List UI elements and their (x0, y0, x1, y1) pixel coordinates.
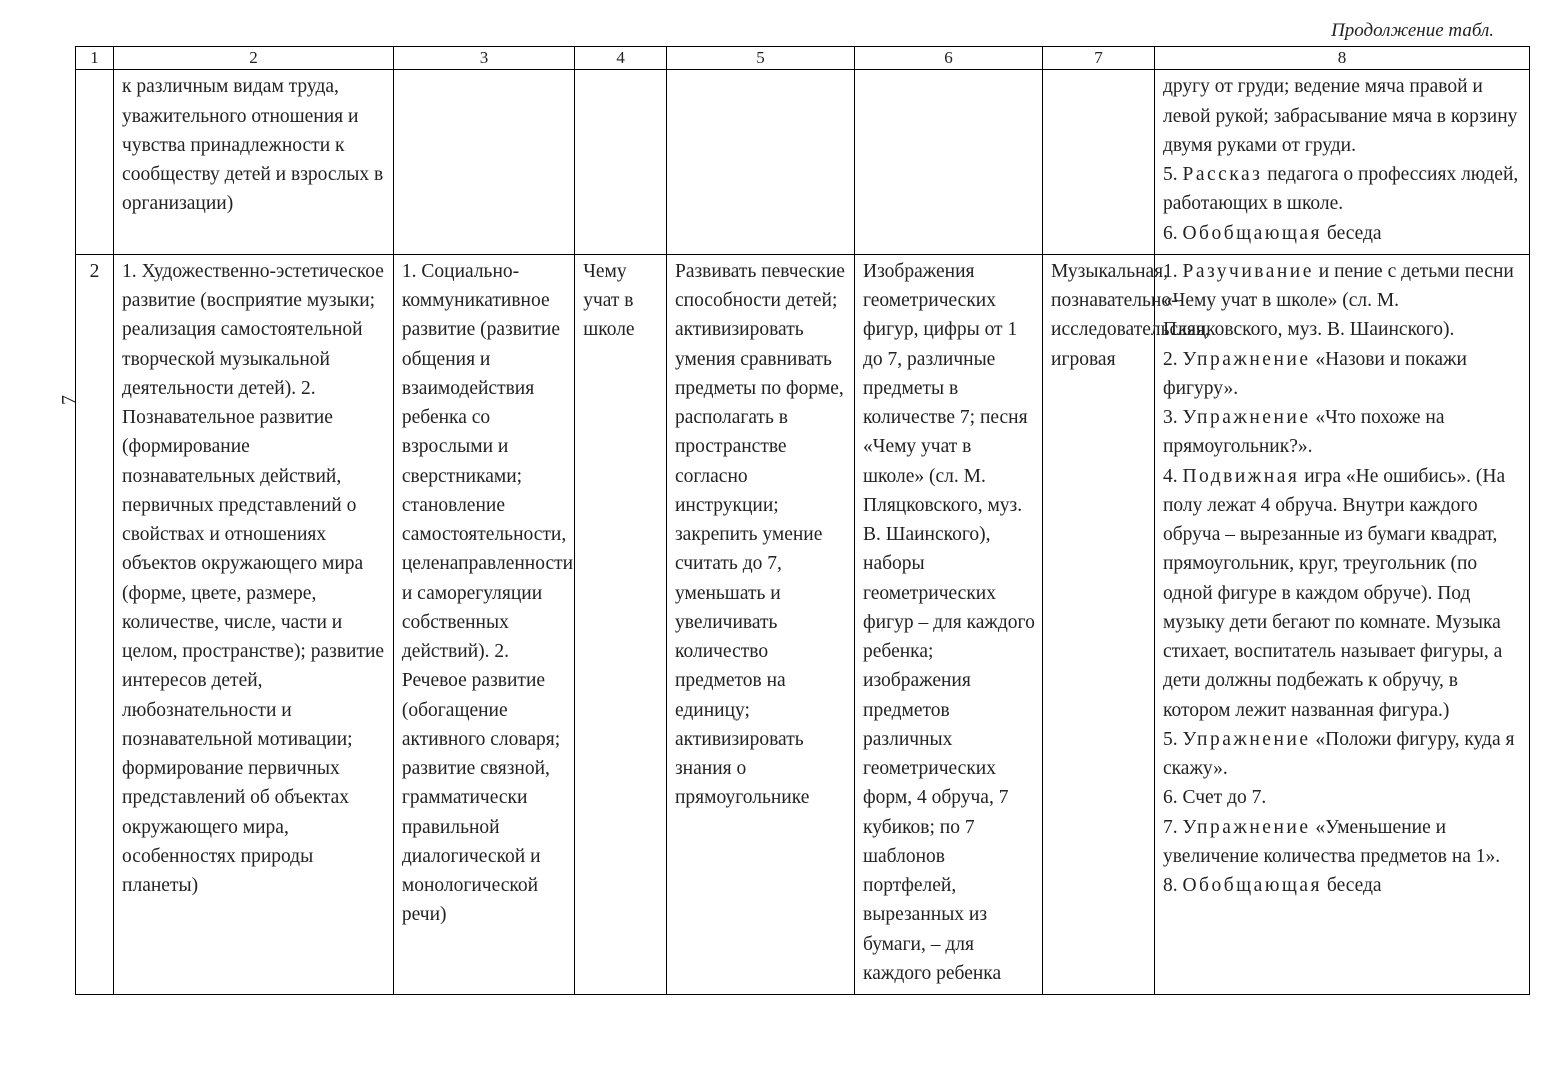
cell-num: 2 (76, 254, 114, 994)
text: игра «Не ошибись». (На полу лежат 4 обру… (1163, 466, 1505, 721)
cell: Изображения геометрических фигур, цифры … (855, 254, 1043, 994)
spaced-word: Обобщающая (1182, 875, 1322, 896)
cell: другу от груди; ведение мяча правой и ле… (1154, 70, 1529, 255)
text: 3. (1163, 407, 1183, 428)
continuation-label: Продолжение табл. (40, 20, 1534, 42)
spaced-word: Разучивание (1182, 261, 1313, 282)
col-header: 4 (575, 47, 667, 70)
col-header: 5 (666, 47, 854, 70)
col-header: 3 (393, 47, 574, 70)
spaced-word: Упражнение (1182, 817, 1310, 838)
cell (666, 70, 854, 255)
text: 5. (1163, 729, 1183, 750)
col-header: 7 (1043, 47, 1155, 70)
page-container: Продолжение табл. 7 1 2 3 4 5 6 7 8 к ра… (0, 0, 1564, 1080)
text: 2. (1163, 349, 1183, 370)
table-row: к различным видам труда, уважительного о… (76, 70, 1530, 255)
text: беседа (1322, 875, 1382, 896)
cell: к различным видам труда, уважительного о… (114, 70, 394, 255)
col-header: 8 (1154, 47, 1529, 70)
cell (855, 70, 1043, 255)
cell (1043, 70, 1155, 255)
col-header: 2 (114, 47, 394, 70)
text: другу от груди; ведение мяча правой и ле… (1163, 76, 1517, 156)
text: 4. (1163, 466, 1183, 487)
cell: Чему учат в школе (575, 254, 667, 994)
col-header: 1 (76, 47, 114, 70)
cell: Развивать певческие способности детей; а… (666, 254, 854, 994)
table-row: 2 1. Художественно-эстетическое развитие… (76, 254, 1530, 994)
col-header: 6 (855, 47, 1043, 70)
spaced-word: Упражнение (1182, 407, 1310, 428)
text: беседа (1322, 223, 1382, 244)
spaced-word: Упражнение (1182, 729, 1310, 750)
cell: 1. Художественно-эстетическое развитие (… (114, 254, 394, 994)
cell: Музыкальная, познавательно-исследователь… (1043, 254, 1155, 994)
cell: 1. Социально-коммуникативное развитие (р… (393, 254, 574, 994)
text: 1. (1163, 261, 1183, 282)
spaced-word: Рассказ (1182, 164, 1262, 185)
page-number: 7 (58, 395, 81, 405)
cell: 1. Разучивание и пение с детьми песни «Ч… (1154, 254, 1529, 994)
main-table: 1 2 3 4 5 6 7 8 к различным видам труда,… (75, 46, 1530, 995)
text: 6. (1163, 223, 1183, 244)
text: 8. (1163, 875, 1183, 896)
table-header: 1 2 3 4 5 6 7 8 (76, 47, 1530, 70)
text: 6. Счет до 7. (1163, 787, 1266, 808)
text: 5. (1163, 164, 1183, 185)
spaced-word: Обобщающая (1182, 223, 1322, 244)
cell (393, 70, 574, 255)
spaced-word: Подвижная (1182, 466, 1299, 487)
cell-num (76, 70, 114, 255)
cell (575, 70, 667, 255)
text: 7. (1163, 817, 1183, 838)
spaced-word: Упражнение (1182, 349, 1310, 370)
